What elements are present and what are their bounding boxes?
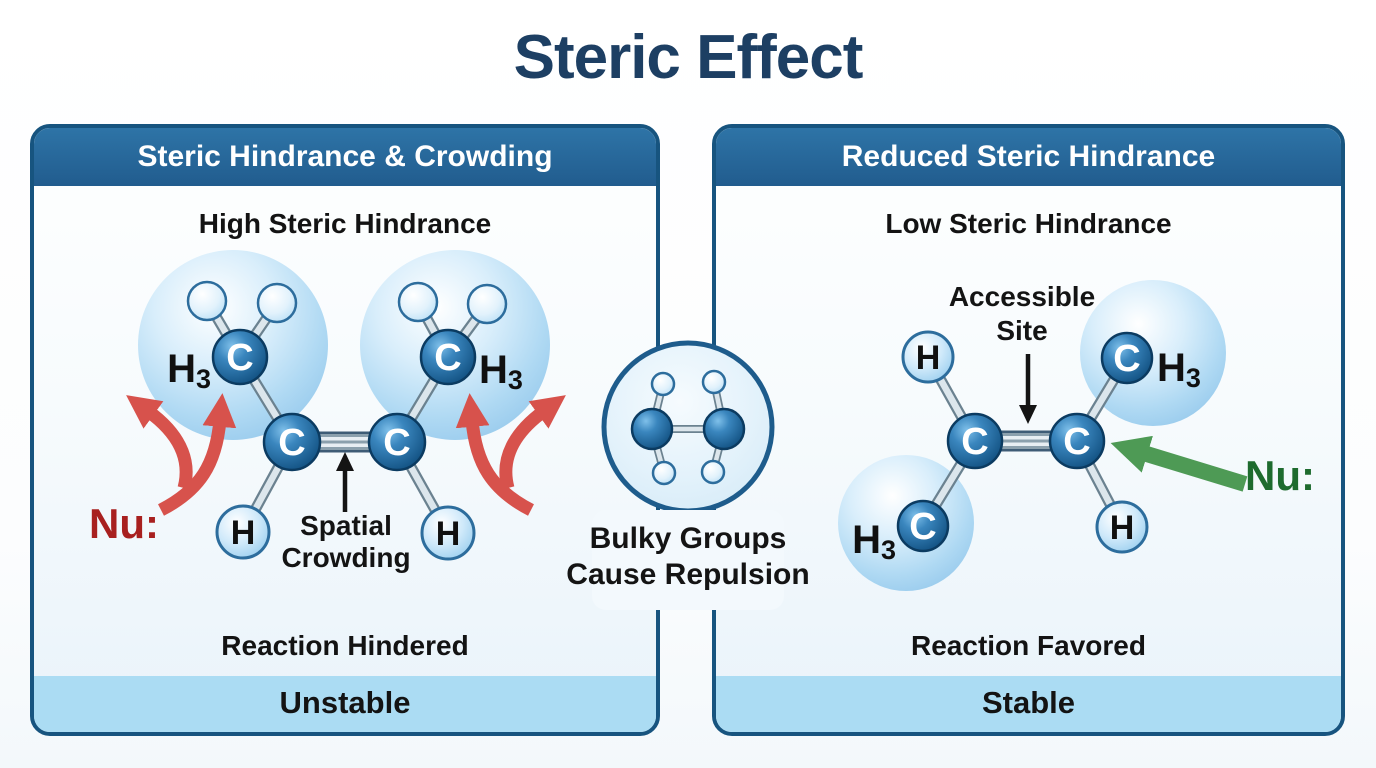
left-panel-steric-hindrance: Steric Hindrance & Crowding High Steric … bbox=[30, 124, 660, 736]
right-panel-header: Reduced Steric Hindrance bbox=[716, 128, 1341, 186]
right-panel-status: Reaction Favored bbox=[911, 630, 1146, 661]
left-panel-footer-unstable: Unstable bbox=[34, 676, 656, 732]
left-panel-status: Reaction Hindered bbox=[221, 630, 469, 661]
right-panel-footer-stable: Stable bbox=[716, 676, 1341, 732]
left-panel-subtitle: High Steric Hindrance bbox=[198, 208, 492, 239]
page-title: Steric Effect bbox=[513, 23, 864, 92]
right-panel-reduced-hindrance: Reduced Steric Hindrance Low Steric Hind… bbox=[712, 124, 1345, 736]
right-panel-subtitle: Low Steric Hindrance bbox=[885, 208, 1172, 239]
left-panel-header: Steric Hindrance & Crowding bbox=[34, 128, 656, 186]
